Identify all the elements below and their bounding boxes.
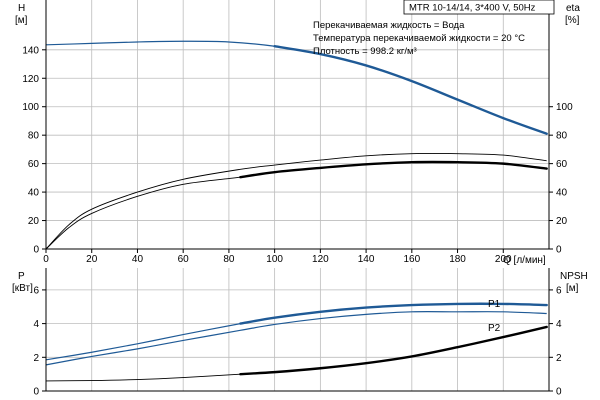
bottom-right-axis-unit: [м]: [566, 283, 579, 294]
top-right-tick-label-20: 20: [556, 216, 568, 227]
x-tick-label-40: 40: [132, 254, 144, 265]
bottom-left-tick-label-0: 0: [33, 387, 39, 398]
series-label-p1: P1: [488, 299, 501, 310]
x-tick-label-100: 100: [266, 254, 283, 265]
header-model: MTR 10-14/14, 3*400 V, 50Hz: [409, 3, 536, 14]
top-right-axis-unit: [%]: [565, 15, 580, 26]
x-tick-label-200: 200: [495, 254, 512, 265]
info-line-temperature: Температура перекачиваемой жидкости = 20…: [313, 33, 525, 44]
bottom-right-tick-label-2: 2: [556, 353, 562, 364]
top-left-tick-label-60: 60: [28, 159, 40, 170]
x-tick-label-120: 120: [312, 254, 329, 265]
bottom-right-axis-label: NPSH: [560, 271, 588, 282]
bottom-right-tick-label-6: 6: [556, 285, 562, 296]
bottom-right-tick-label-0: 0: [556, 387, 562, 398]
x-tick-label-20: 20: [86, 254, 98, 265]
top-left-tick-label-140: 140: [22, 45, 39, 56]
top-left-tick-label-0: 0: [33, 245, 39, 256]
curve-layer: [45, 40, 548, 382]
x-tick-label-60: 60: [178, 254, 190, 265]
top-left-axis-unit: [м]: [15, 15, 28, 26]
curve-head-thick: [273, 45, 548, 135]
top-left-tick-label-100: 100: [22, 102, 39, 113]
x-tick-label-140: 140: [358, 254, 375, 265]
curve-NPSH-thick: [239, 325, 548, 376]
curve-P2-thin: [45, 311, 547, 366]
top-right-axis-label: eta: [566, 3, 580, 14]
top-right-tick-label-40: 40: [556, 188, 568, 199]
top-right-tick-label-0: 0: [556, 245, 562, 256]
top-left-axis-label: H: [18, 3, 25, 14]
curve-head-thin: [45, 40, 547, 135]
top-left-tick-label-120: 120: [22, 74, 39, 85]
top-left-tick-label-40: 40: [28, 188, 40, 199]
x-tick-label-0: 0: [43, 254, 49, 265]
curve-eta_thick-thick: [239, 160, 548, 179]
top-right-tick-label-60: 60: [556, 159, 568, 170]
curve-eta_thick-thin: [45, 161, 547, 250]
x-tick-label-160: 160: [403, 254, 420, 265]
series-label-p2: P2: [488, 323, 501, 334]
top-left-tick-label-20: 20: [28, 216, 40, 227]
curve-NPSH-thin: [45, 326, 547, 382]
bottom-right-tick-label-4: 4: [556, 319, 562, 330]
info-line-density: Плотность = 998.2 кг/м³: [313, 46, 417, 57]
header-box: [403, 0, 555, 15]
bottom-left-axis-label: P: [18, 271, 25, 282]
bottom-left-tick-label-2: 2: [33, 353, 39, 364]
curve-P1-thick: [239, 302, 548, 325]
x-tick-label-80: 80: [223, 254, 235, 265]
bottom-left-tick-label-6: 6: [33, 285, 39, 296]
top-right-tick-label-100: 100: [556, 102, 573, 113]
x-tick-label-180: 180: [449, 254, 466, 265]
bottom-left-tick-label-4: 4: [33, 319, 39, 330]
x-axis-label: Q [л/мин]: [503, 255, 546, 266]
info-line-liquid: Перекачиваемая жидкость = Вода: [313, 20, 465, 31]
bottom-left-axis-unit: [кВт]: [12, 283, 33, 294]
grid-layer: [46, 0, 550, 391]
top-left-tick-label-80: 80: [28, 131, 40, 142]
curve-eta_thin-thin: [45, 152, 547, 250]
top-right-tick-label-80: 80: [556, 131, 568, 142]
